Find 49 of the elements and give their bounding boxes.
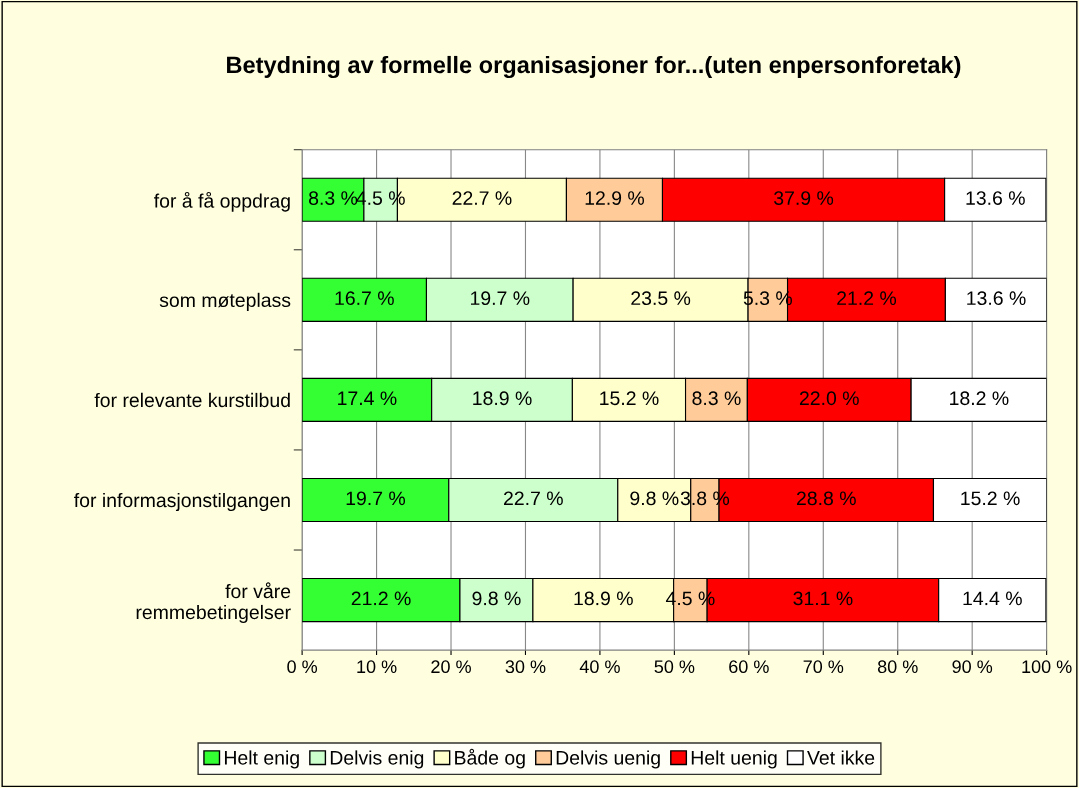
legend-label: Både og [455, 748, 525, 769]
data-label: 22.7 % [452, 191, 512, 205]
data-label: 9.8 % [472, 591, 521, 606]
data-label: 15.2 % [600, 391, 659, 406]
data-label: 18.2 % [950, 391, 1009, 406]
data-label: 9.8 % [630, 491, 679, 506]
x-tick-label: 90 % [952, 660, 993, 674]
data-label: 8.3 % [692, 391, 741, 406]
x-tick-label: 30 % [505, 660, 546, 674]
data-label: 21.2 % [351, 591, 411, 606]
data-label: 14.4 % [963, 591, 1022, 606]
data-label: 22.7 % [504, 491, 563, 506]
data-label: 21.2 % [837, 291, 897, 305]
y-tick-label: for å få oppdrag [154, 191, 290, 212]
data-label: 8.3 % [309, 191, 358, 205]
data-label: 37.9 % [774, 191, 834, 205]
y-tick-label: for relevante kurstilbud [94, 392, 290, 408]
y-tick-label: for informasjonstilgangen [74, 492, 290, 512]
y-tick-label: for våre remmebetingelser [136, 582, 291, 624]
data-label: 23.5 % [631, 291, 691, 306]
chart-title: Betydning av formelle organisasjoner for...(uten enpersonforetak) [227, 55, 961, 79]
data-label: 28.8 % [796, 491, 856, 506]
data-label: 16.7 % [335, 291, 394, 306]
data-label: 17.4 % [338, 391, 397, 406]
x-tick-label: 10 % [357, 660, 397, 674]
legend-label: Helt enig [224, 750, 299, 769]
data-label: 13.6 % [967, 291, 1026, 306]
x-tick-label: 20 % [431, 660, 471, 674]
data-label: 22.0 % [799, 391, 859, 406]
y-tick-label: som møteplass [159, 292, 291, 311]
legend-label: Vet ikke [807, 750, 875, 765]
data-label: 18.9 % [574, 591, 633, 606]
data-label: 18.9 % [473, 391, 532, 406]
x-tick-label: 40 % [579, 660, 620, 674]
x-tick-label: 60 % [729, 660, 769, 674]
data-label: 12.9 % [585, 191, 645, 205]
x-tick-label: 50 % [654, 660, 695, 674]
data-label: 19.7 % [471, 291, 530, 306]
data-label: 15.2 % [961, 491, 1020, 506]
legend-label: Delvis uenig [556, 750, 660, 769]
data-label: 31.1 % [793, 591, 853, 606]
x-tick-label: 100 % [1022, 660, 1072, 674]
data-label: 13.6 % [966, 191, 1025, 205]
legend-label: Helt uenig [691, 750, 777, 769]
x-tick-label: 0 % [287, 660, 318, 674]
x-tick-label: 80 % [877, 660, 918, 674]
legend-label: Delvis enig [330, 750, 424, 769]
data-label: 19.7 % [346, 491, 406, 506]
x-tick-label: 70 % [803, 660, 844, 674]
